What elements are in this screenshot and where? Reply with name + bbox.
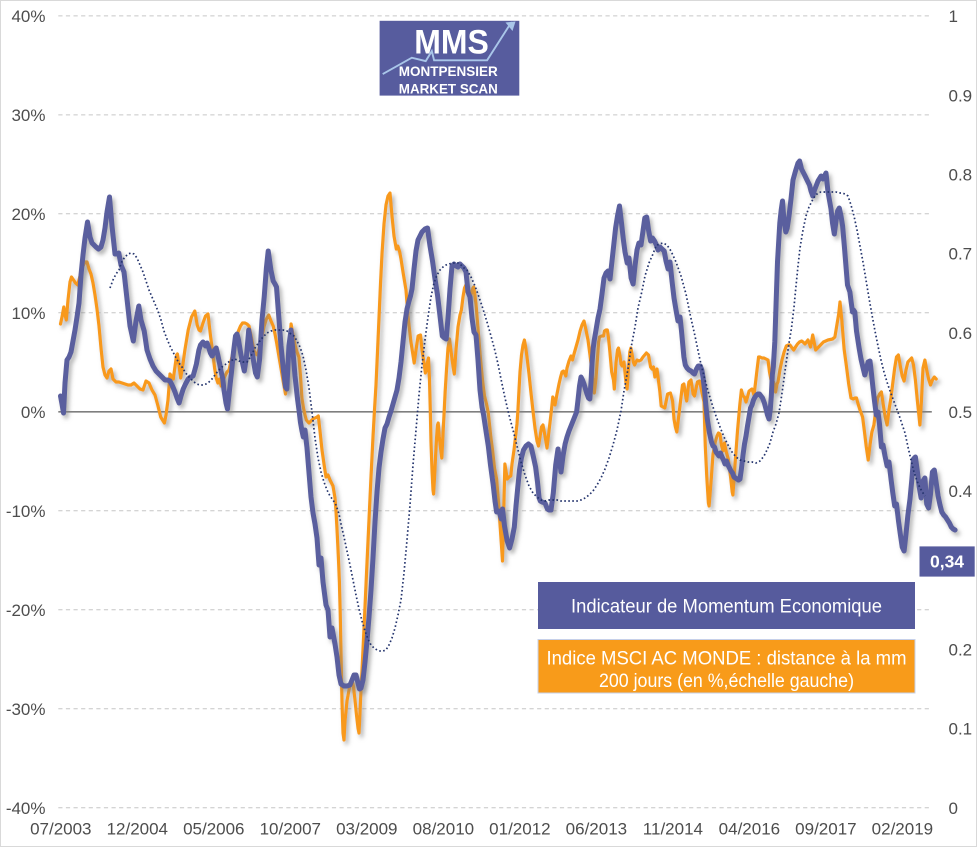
svg-text:0.1: 0.1 — [949, 720, 973, 739]
svg-text:0.7: 0.7 — [949, 245, 973, 264]
svg-text:MMS: MMS — [414, 24, 489, 62]
svg-text:10%: 10% — [11, 304, 45, 323]
svg-text:04/2016: 04/2016 — [719, 820, 780, 839]
svg-text:08/2010: 08/2010 — [413, 820, 474, 839]
svg-text:09/2017: 09/2017 — [795, 820, 856, 839]
svg-text:-10%: -10% — [6, 502, 46, 521]
svg-text:0: 0 — [949, 799, 958, 818]
svg-text:Indice MSCI AC MONDE : distanc: Indice MSCI AC MONDE : distance à la mm — [547, 649, 907, 670]
svg-text:0.6: 0.6 — [949, 324, 973, 343]
svg-text:0.5: 0.5 — [949, 403, 973, 422]
svg-text:200 jours (en %,échelle gauche: 200 jours (en %,échelle gauche) — [599, 671, 854, 692]
svg-text:-20%: -20% — [6, 601, 46, 620]
svg-text:05/2006: 05/2006 — [183, 820, 244, 839]
svg-text:01/2012: 01/2012 — [489, 820, 550, 839]
svg-text:0.9: 0.9 — [949, 86, 973, 105]
svg-text:-30%: -30% — [6, 700, 46, 719]
svg-text:07/2003: 07/2003 — [30, 820, 91, 839]
svg-text:MONTPENSIER: MONTPENSIER — [399, 63, 498, 79]
svg-text:0.2: 0.2 — [949, 641, 973, 660]
svg-text:0,34: 0,34 — [930, 552, 964, 572]
svg-text:06/2013: 06/2013 — [566, 820, 627, 839]
svg-text:Indicateur de Momentum Economi: Indicateur de Momentum Economique — [571, 597, 882, 618]
svg-text:12/2004: 12/2004 — [107, 820, 168, 839]
svg-text:20%: 20% — [11, 205, 45, 224]
svg-text:30%: 30% — [11, 106, 45, 125]
svg-text:0.8: 0.8 — [949, 166, 973, 185]
svg-text:MARKET SCAN: MARKET SCAN — [399, 81, 498, 97]
svg-text:40%: 40% — [11, 7, 45, 26]
svg-text:0.4: 0.4 — [949, 482, 973, 501]
svg-text:-40%: -40% — [6, 799, 46, 818]
svg-text:1: 1 — [949, 7, 958, 26]
svg-text:11/2014: 11/2014 — [643, 820, 703, 839]
svg-text:02/2019: 02/2019 — [872, 820, 933, 839]
svg-text:10/2007: 10/2007 — [260, 820, 321, 839]
svg-text:03/2009: 03/2009 — [336, 820, 397, 839]
svg-text:0%: 0% — [21, 403, 46, 422]
